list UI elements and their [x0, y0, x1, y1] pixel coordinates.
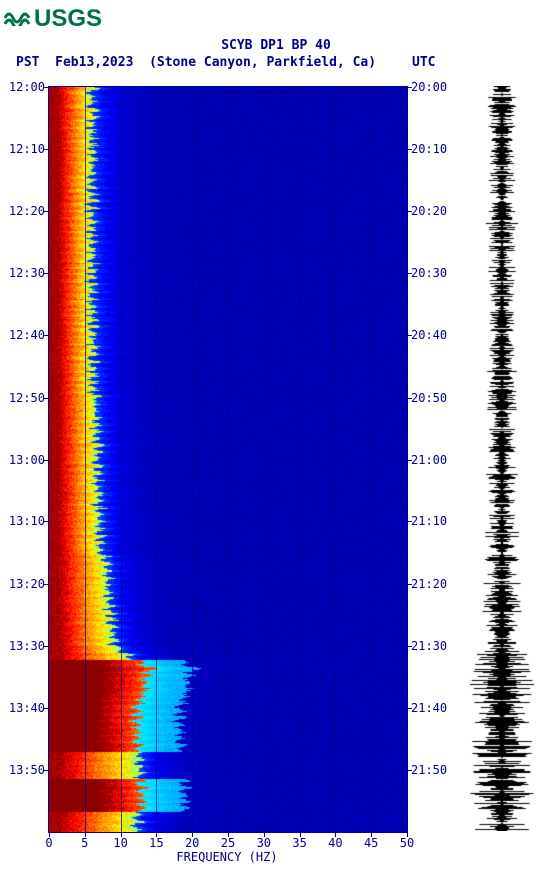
gridline-v [335, 87, 336, 832]
x-tick-label: 25 [221, 836, 235, 850]
y-tick-left-label: 13:50 [9, 763, 45, 777]
y-tick-right-label: 20:10 [411, 142, 447, 156]
spectrogram-plot: 0510152025303540455012:0012:1012:2012:30… [48, 86, 408, 833]
gridline-v [156, 87, 157, 832]
right-timezone-label: UTC [412, 55, 435, 70]
y-tick-left-label: 13:00 [9, 453, 45, 467]
logo-wave-icon [4, 4, 32, 33]
y-tick-right-label: 21:00 [411, 453, 447, 467]
gridline-v [85, 87, 86, 832]
left-timezone-label: PST Feb13,2023 (Stone Canyon, Parkfield,… [16, 55, 376, 70]
usgs-logo: USGS [4, 4, 102, 33]
gridline-v [264, 87, 265, 832]
gridline-v [300, 87, 301, 832]
y-tick-left-label: 12:20 [9, 204, 45, 218]
x-tick-label: 0 [45, 836, 52, 850]
y-tick-right-label: 20:40 [411, 328, 447, 342]
y-tick-right-label: 20:00 [411, 80, 447, 94]
x-axis-label: FREQUENCY (HZ) [48, 850, 406, 864]
y-tick-left-label: 13:40 [9, 701, 45, 715]
gridline-v [228, 87, 229, 832]
y-tick-right-label: 21:20 [411, 577, 447, 591]
y-tick-right-label: 21:40 [411, 701, 447, 715]
y-tick-left-label: 13:10 [9, 514, 45, 528]
y-tick-left-label: 13:20 [9, 577, 45, 591]
y-tick-right-label: 20:20 [411, 204, 447, 218]
y-tick-right-label: 20:50 [411, 391, 447, 405]
chart-title: SCYB DP1 BP 40 [0, 38, 552, 53]
x-tick-label: 15 [149, 836, 163, 850]
y-tick-left-label: 12:50 [9, 391, 45, 405]
y-tick-right-label: 20:30 [411, 266, 447, 280]
gridline-v [371, 87, 372, 832]
x-tick-label: 35 [292, 836, 306, 850]
x-tick-label: 50 [400, 836, 414, 850]
y-tick-right-label: 21:10 [411, 514, 447, 528]
y-tick-left-label: 12:40 [9, 328, 45, 342]
y-tick-left-label: 12:30 [9, 266, 45, 280]
gridline-v [192, 87, 193, 832]
logo-text: USGS [34, 5, 102, 33]
y-tick-right-label: 21:30 [411, 639, 447, 653]
y-tick-left-label: 13:30 [9, 639, 45, 653]
x-tick-label: 30 [257, 836, 271, 850]
title-line-1: SCYB DP1 BP 40 [0, 38, 552, 53]
x-tick-label: 10 [113, 836, 127, 850]
y-tick-right-label: 21:50 [411, 763, 447, 777]
gridline-v [121, 87, 122, 832]
y-tick-left-label: 12:00 [9, 80, 45, 94]
x-tick-label: 20 [185, 836, 199, 850]
waveform-panel [470, 86, 534, 831]
x-tick-label: 40 [328, 836, 342, 850]
y-tick-left-label: 12:10 [9, 142, 45, 156]
x-tick-label: 45 [364, 836, 378, 850]
x-tick-label: 5 [81, 836, 88, 850]
